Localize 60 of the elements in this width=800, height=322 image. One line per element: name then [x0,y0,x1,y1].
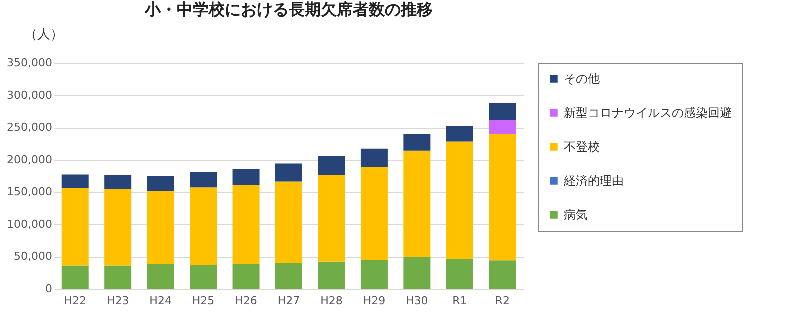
y-tick-label: 200,000 [7,153,52,166]
x-tick-label: H22 [64,294,87,308]
bar [404,257,431,289]
bar [489,103,516,120]
y-tick-label: 50,000 [14,250,52,264]
bar [489,120,516,134]
bar [147,264,174,289]
bar [360,148,388,167]
y-tick-label: 300,000 [7,88,52,102]
bar [62,188,89,266]
bar [360,260,388,289]
bar [104,190,132,266]
bar [360,166,388,260]
x-tick-label: R2 [495,294,510,308]
bar [232,170,260,186]
bar [318,156,346,176]
x-tick-label: R1 [452,294,468,308]
bar [104,266,132,289]
x-tick-label: H29 [363,294,386,308]
bar [190,188,218,266]
bar [489,134,516,261]
y-tick-label: 0 [46,282,52,296]
y-tick-label: 350,000 [7,56,52,70]
x-tick-label: H25 [192,294,215,308]
bar [232,264,260,289]
bar [62,174,89,188]
legend-label: その他 [564,72,600,86]
bar [276,164,302,182]
x-tick-label: H28 [320,294,343,308]
bar [276,182,302,264]
bar [147,191,174,264]
bar [318,175,346,262]
x-tick-label: H24 [150,294,172,308]
legend-label: 病気 [564,208,588,222]
x-tick-label: H23 [106,294,130,308]
legend-label: 新型コロナウイルスの感染回避 [564,106,732,120]
bar [276,263,302,289]
y-axis-title: （人） [24,28,64,42]
y-tick-label: 250,000 [7,121,52,134]
bar [489,260,516,289]
bar [232,185,260,264]
bar [62,266,89,289]
bar [190,265,218,289]
bar [446,126,474,142]
legend-label: 不登校 [564,140,600,154]
y-tick-label: 150,000 [7,186,52,199]
y-tick-label: 100,000 [7,218,52,231]
bar [190,172,218,188]
x-tick-label: H27 [278,294,300,308]
bar [446,142,474,260]
bar [104,175,132,190]
x-tick-label: H30 [406,294,428,308]
bar [147,176,174,192]
bar [404,150,431,258]
chart-title: 小・中学校における長期欠席者数の推移 [144,0,433,19]
bar [404,134,431,151]
x-tick-label: H26 [235,294,258,308]
bar [318,262,346,289]
bar [446,259,474,289]
legend-label: 経済的理由 [563,174,624,188]
